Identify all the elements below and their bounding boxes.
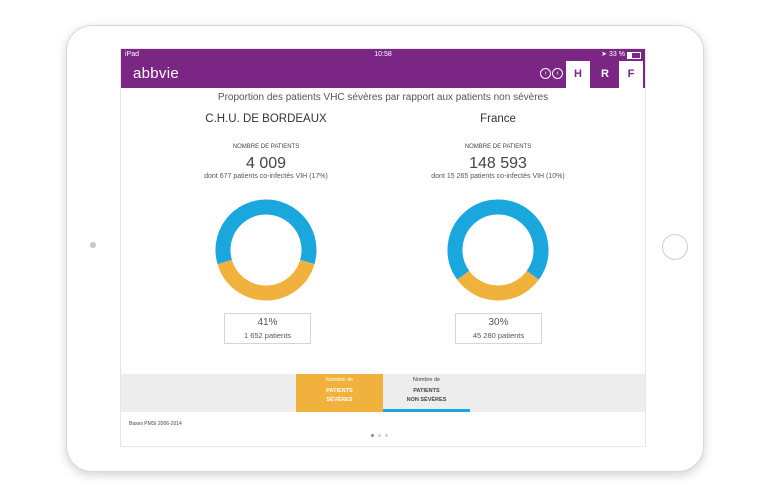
panel-title: C.H.U. DE BORDEAUX	[205, 113, 327, 125]
panel-chu-bordeaux: C.H.U. DE BORDEAUX NOMBRE DE PATIENTS 4 …	[166, 113, 366, 180]
app-header: abbvie › ‹ H R F	[121, 61, 645, 88]
back-icon[interactable]: ‹	[552, 68, 563, 79]
severe-percent: 30%	[488, 317, 509, 328]
app-screen: iPad 10:58 ➤ 33 % abbvie › ‹ H R F Propo…	[120, 48, 646, 447]
page-dot[interactable]	[385, 434, 388, 437]
page-dot[interactable]	[371, 434, 374, 437]
severe-stat-box-chu: 41% 1 652 patients	[224, 313, 311, 344]
coinfection-note: dont 15 265 patients co-infectés VIH (10…	[431, 173, 565, 180]
nav-arrows: › ‹	[540, 68, 563, 79]
legend-severe-line1: Nombre de	[325, 377, 354, 383]
patients-label: NOMBRE DE PATIENTS	[464, 144, 532, 150]
status-bar: iPad 10:58 ➤ 33 %	[121, 49, 645, 61]
tab-r[interactable]: R	[593, 61, 617, 88]
donut-segment-severe	[457, 270, 539, 301]
donut-segment-severe	[217, 259, 315, 301]
legend-bar: Nombre de PATIENTS SÉVÈRES Nombre de PAT…	[121, 374, 645, 412]
legend-nonsevere-button[interactable]: Nombre de PATIENTS NON SÉVÈRES	[383, 374, 470, 412]
battery-percent: 33 %	[609, 51, 625, 58]
donut-segment-nonsevere	[215, 199, 317, 265]
severe-patients: 1 652 patients	[243, 331, 292, 340]
battery-status: ➤ 33 %	[601, 49, 641, 61]
tab-h[interactable]: H	[566, 61, 590, 88]
page-indicator[interactable]	[371, 434, 388, 437]
patients-label: NOMBRE DE PATIENTS	[232, 144, 300, 150]
legend-severe-button[interactable]: Nombre de PATIENTS SÉVÈRES	[296, 374, 383, 412]
tab-f[interactable]: F	[619, 61, 643, 88]
camera-icon	[90, 242, 96, 248]
page-title: Proportion des patients VHC sévères par …	[217, 92, 549, 103]
battery-icon	[627, 51, 641, 59]
legend-severe-line2: PATIENTS	[326, 388, 353, 394]
donut-chart-chu	[215, 199, 317, 301]
page-dot[interactable]	[378, 434, 381, 437]
location-icon: ➤	[601, 51, 608, 58]
abbvie-logo: abbvie	[133, 65, 180, 82]
status-time: 10:58	[374, 51, 392, 58]
patients-count: 4 009	[245, 155, 287, 172]
severe-percent: 41%	[257, 317, 278, 328]
device-label: iPad	[125, 51, 140, 58]
patients-count: 148 593	[469, 155, 527, 172]
severe-stat-box-france: 30% 45 280 patients	[455, 313, 542, 344]
legend-severe-line3: SÉVÈRES	[326, 397, 353, 403]
panel-title: France	[480, 113, 516, 125]
severe-patients: 45 280 patients	[472, 331, 525, 340]
donut-chart-france	[447, 199, 549, 301]
legend-nonsevere-line3: NON SÉVÈRES	[406, 397, 447, 403]
forward-icon[interactable]: ›	[540, 68, 551, 79]
coinfection-note: dont 677 patients co-infectés VIH (17%)	[204, 173, 328, 180]
legend-nonsevere-line2: PATIENTS	[413, 388, 440, 394]
home-button[interactable]	[662, 234, 688, 260]
donut-segment-nonsevere	[447, 199, 549, 280]
legend-nonsevere-line1: Nombre de	[412, 377, 441, 383]
source-footnote: Bases PMSI 2006-2014	[129, 421, 182, 427]
panel-france: France NOMBRE DE PATIENTS 148 593 dont 1…	[398, 113, 598, 180]
